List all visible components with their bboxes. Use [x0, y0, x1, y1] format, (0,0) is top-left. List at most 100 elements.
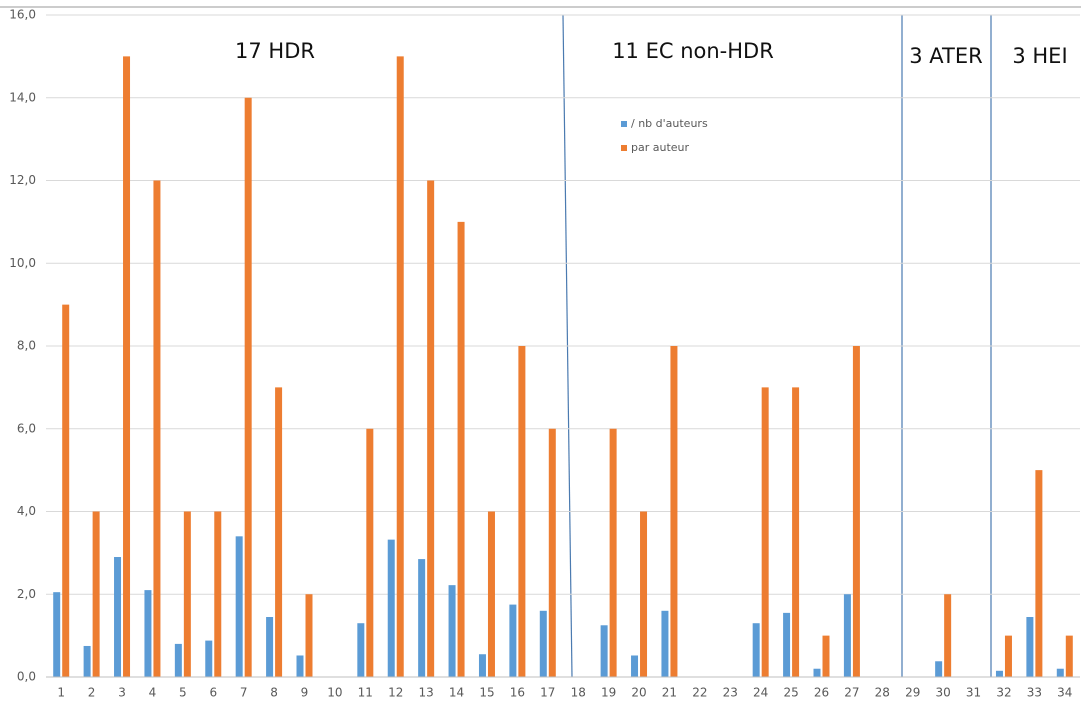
y-tick-label: 2,0: [17, 587, 36, 601]
bar: [852, 346, 860, 677]
bar: [123, 56, 131, 677]
x-tick-label: 11: [358, 686, 373, 700]
x-tick-label: 2: [88, 686, 96, 700]
bar: [114, 557, 122, 677]
bar: [813, 668, 821, 677]
x-tick-label: 10: [327, 686, 342, 700]
y-tick-label: 0,0: [17, 670, 36, 684]
legend-label: par auteur: [631, 141, 690, 154]
bar: [609, 428, 617, 677]
bar: [92, 511, 100, 677]
x-tick-label: 26: [814, 686, 829, 700]
bar: [418, 559, 426, 677]
bar: [1065, 635, 1073, 677]
bar: [661, 610, 669, 677]
bar: [478, 654, 486, 677]
bar: [792, 387, 800, 677]
x-tick-label: 15: [479, 686, 494, 700]
x-tick-label: 17: [540, 686, 555, 700]
bar: [144, 590, 152, 677]
bar: [183, 511, 191, 677]
bar: [822, 635, 830, 677]
bar: [357, 623, 365, 677]
bar: [761, 387, 769, 677]
bar: [62, 304, 70, 677]
bar: [935, 661, 943, 677]
x-tick-label: 1: [57, 686, 65, 700]
annotation: 11 EC non-HDR: [612, 39, 774, 63]
x-tick-label: 4: [149, 686, 157, 700]
x-tick-label: 27: [844, 686, 859, 700]
bar: [1035, 470, 1043, 677]
legend-label: / nb d'auteurs: [631, 117, 708, 130]
bar: [305, 594, 313, 677]
bar: [518, 346, 526, 677]
bar: [843, 594, 851, 677]
bar: [214, 511, 222, 677]
bar: [539, 610, 547, 677]
x-tick-label: 13: [419, 686, 434, 700]
y-tick-label: 8,0: [17, 339, 36, 353]
bar: [266, 617, 274, 677]
x-tick-label: 20: [631, 686, 646, 700]
bar: [631, 655, 639, 677]
x-tick-label: 21: [662, 686, 677, 700]
x-tick-label: 28: [875, 686, 890, 700]
x-tick-label: 24: [753, 686, 768, 700]
legend-swatch: [621, 145, 627, 151]
bar: [387, 539, 395, 677]
x-tick-label: 31: [966, 686, 981, 700]
bar: [396, 56, 404, 677]
x-tick-label: 30: [936, 686, 951, 700]
x-tick-label: 12: [388, 686, 403, 700]
bar: [275, 387, 283, 677]
bar: [995, 670, 1003, 677]
bar: [174, 643, 182, 677]
bar: [83, 645, 91, 677]
bar: [205, 640, 213, 677]
y-tick-label: 16,0: [9, 8, 36, 22]
bar: [448, 585, 456, 677]
bar: [1026, 617, 1034, 677]
bar: [487, 511, 495, 677]
bar: [366, 428, 374, 677]
x-tick-label: 16: [510, 686, 525, 700]
x-tick-label: 23: [723, 686, 738, 700]
bar: [53, 592, 61, 677]
bar: [509, 604, 517, 677]
x-tick-label: 14: [449, 686, 464, 700]
bar: [153, 180, 161, 677]
x-tick-label: 18: [571, 686, 586, 700]
bar: [235, 536, 243, 677]
bar: [1056, 668, 1064, 677]
x-tick-label: 5: [179, 686, 187, 700]
bar: [670, 346, 678, 677]
legend-swatch: [621, 121, 627, 127]
bar: [548, 428, 556, 677]
x-tick-label: 6: [209, 686, 217, 700]
y-tick-label: 14,0: [9, 90, 36, 104]
bar: [640, 511, 648, 677]
y-tick-label: 10,0: [9, 256, 36, 270]
bar: [752, 623, 760, 677]
x-tick-label: 34: [1057, 686, 1072, 700]
annotation: 3 ATER: [909, 44, 982, 68]
x-tick-label: 7: [240, 686, 248, 700]
x-tick-label: 3: [118, 686, 126, 700]
y-tick-label: 6,0: [17, 421, 36, 435]
x-tick-label: 33: [1027, 686, 1042, 700]
bar: [296, 655, 304, 677]
x-tick-label: 32: [996, 686, 1011, 700]
annotation: 17 HDR: [235, 39, 315, 63]
bar: [783, 612, 791, 677]
x-tick-label: 19: [601, 686, 616, 700]
bar: [600, 625, 608, 677]
x-tick-label: 25: [783, 686, 798, 700]
bar: [244, 97, 252, 677]
y-tick-label: 4,0: [17, 504, 36, 518]
y-tick-label: 12,0: [9, 173, 36, 187]
x-tick-label: 8: [270, 686, 278, 700]
x-tick-label: 22: [692, 686, 707, 700]
bar: [457, 221, 465, 677]
